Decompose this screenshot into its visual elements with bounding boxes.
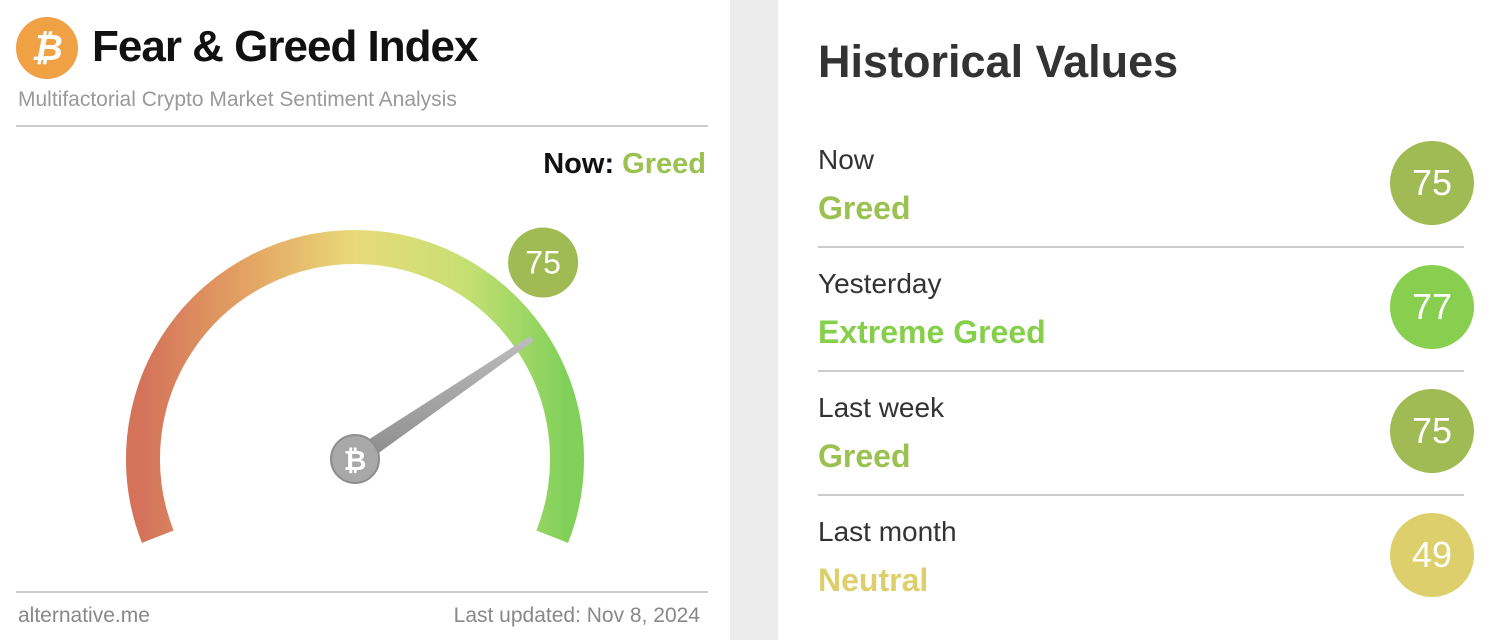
divider — [16, 591, 708, 593]
period-label: Last month — [818, 516, 957, 547]
value-badge: 75 — [1390, 141, 1474, 225]
divider — [818, 246, 1464, 248]
classification: Neutral — [818, 562, 929, 598]
gauge-arc — [126, 230, 584, 543]
history-row: Last week Greed 75 — [818, 372, 1474, 496]
gauge-value: 75 — [525, 245, 561, 281]
divider — [818, 370, 1464, 372]
classification: Extreme Greed — [818, 314, 1046, 350]
period-label: Last week — [818, 392, 945, 423]
needle-hub-bitcoin-icon — [330, 434, 380, 484]
hub-bitcoin-glyph: ₿ — [344, 444, 367, 477]
fear-greed-card: ₿ Fear & Greed Index Multifactorial Cryp… — [0, 0, 730, 640]
classification: Greed — [818, 438, 911, 474]
divider — [16, 125, 708, 127]
gauge: ₿ 75 — [126, 227, 584, 543]
page-title: Fear & Greed Index — [92, 22, 478, 71]
source-link[interactable]: alternative.me — [18, 604, 150, 627]
now-classification: Greed — [622, 148, 706, 180]
subtitle: Multifactorial Crypto Market Sentiment A… — [18, 88, 457, 111]
gauge-value-badge — [508, 227, 579, 298]
value-badge: 49 — [1390, 513, 1474, 597]
period-label: Yesterday — [818, 268, 942, 299]
value-badge: 77 — [1390, 265, 1474, 349]
value-badge: 75 — [1390, 389, 1474, 473]
divider — [818, 494, 1464, 496]
historical-values-card: Historical Values Now Greed 75 Yesterday… — [778, 0, 1486, 640]
classification: Greed — [818, 190, 911, 226]
period-label: Now — [818, 144, 875, 175]
section-title: Historical Values — [818, 36, 1179, 87]
last-updated: Last updated: Nov 8, 2024 — [453, 604, 700, 627]
bitcoin-icon: ₿ — [16, 17, 78, 79]
gauge-needle — [349, 336, 534, 467]
now-status: Now: Greed — [543, 148, 706, 181]
history-row: Last month Neutral 49 — [818, 496, 1474, 620]
history-row: Yesterday Extreme Greed 77 — [818, 248, 1474, 372]
history-row: Now Greed 75 — [818, 124, 1474, 248]
now-label: Now: — [543, 148, 615, 180]
